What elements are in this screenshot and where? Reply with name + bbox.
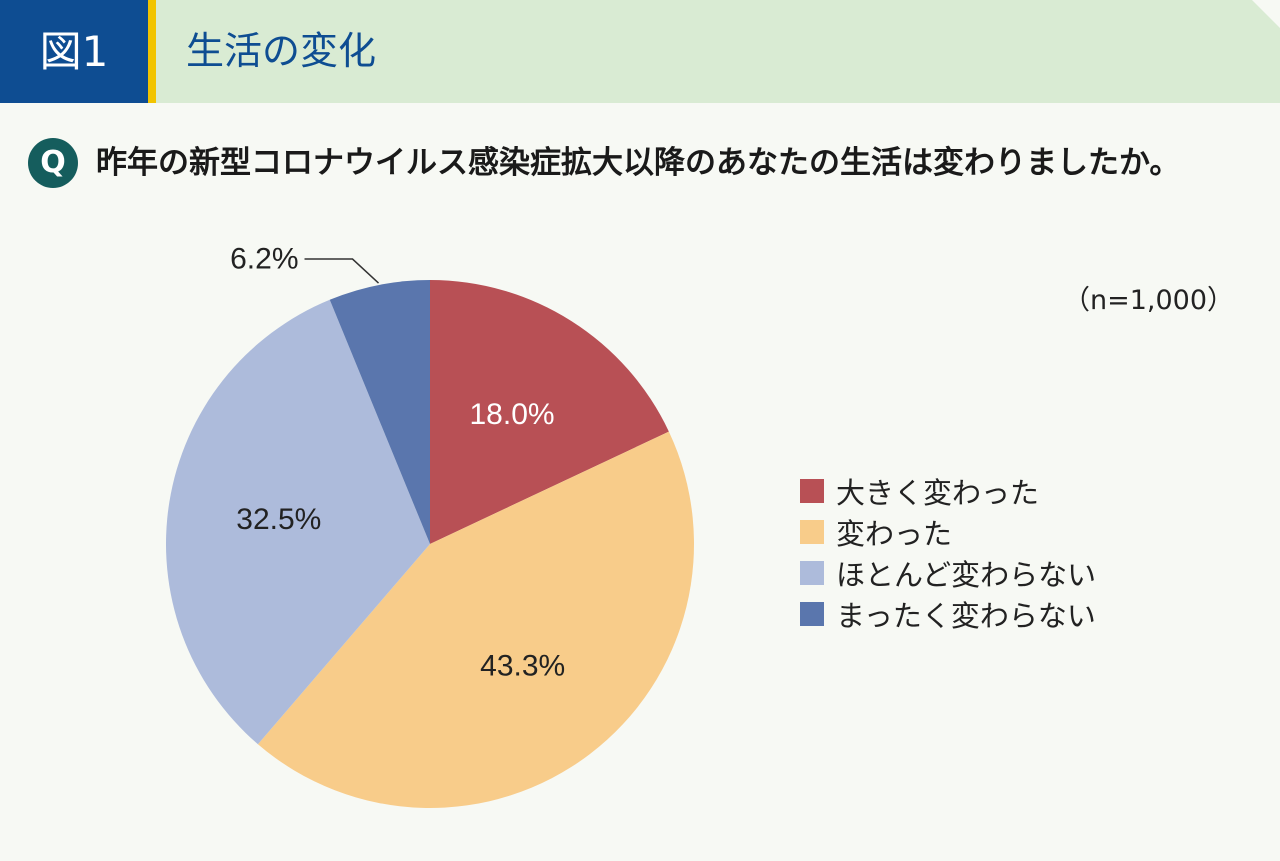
legend-item-3: ほとんど変わらない	[800, 552, 1096, 593]
slice-leader-line-4	[304, 258, 380, 284]
pie-slice-1	[430, 280, 669, 544]
legend-item-4: まったく変わらない	[800, 593, 1096, 634]
pie-slice-2	[257, 431, 694, 808]
legend-label-3: ほとんど変わらない	[836, 557, 1097, 592]
legend-swatch-4	[800, 601, 824, 626]
question-text: 昨年の新型コロナウイルス感染症拡大以降のあなたの生活は変わりましたか。	[96, 145, 1181, 181]
legend-swatch-3	[800, 560, 824, 585]
figure-number-label: 図1	[0, 0, 148, 103]
chart-title: 生活の変化	[156, 0, 1280, 103]
legend-swatch-1	[800, 478, 824, 503]
legend-label-4: まったく変わらない	[836, 598, 1096, 633]
legend-item-2: 変わった	[800, 511, 1096, 552]
slice-value-label-2: 43.3%	[480, 649, 565, 682]
slice-value-label-4: 6.2%	[230, 243, 298, 276]
pie-slice-3	[165, 299, 431, 745]
legend-item-1: 大きく変わった	[800, 470, 1096, 511]
legend-label-2: 変わった	[836, 516, 953, 551]
legend-label-1: 大きく変わった	[836, 475, 1040, 510]
header-accent-bar	[148, 0, 156, 103]
sample-size-label: （n=1,000）	[1062, 285, 1234, 316]
header: 図1 生活の変化	[0, 0, 1280, 103]
slice-value-label-1: 18.0%	[470, 398, 555, 431]
legend-swatch-2	[800, 519, 824, 544]
question-badge-icon: Q	[28, 138, 78, 188]
slice-value-label-3: 32.5%	[236, 503, 321, 536]
legend: 大きく変わった 変わったほとんど変わらない まったく変わらない	[800, 470, 1096, 634]
pie-slice-4	[329, 280, 430, 544]
